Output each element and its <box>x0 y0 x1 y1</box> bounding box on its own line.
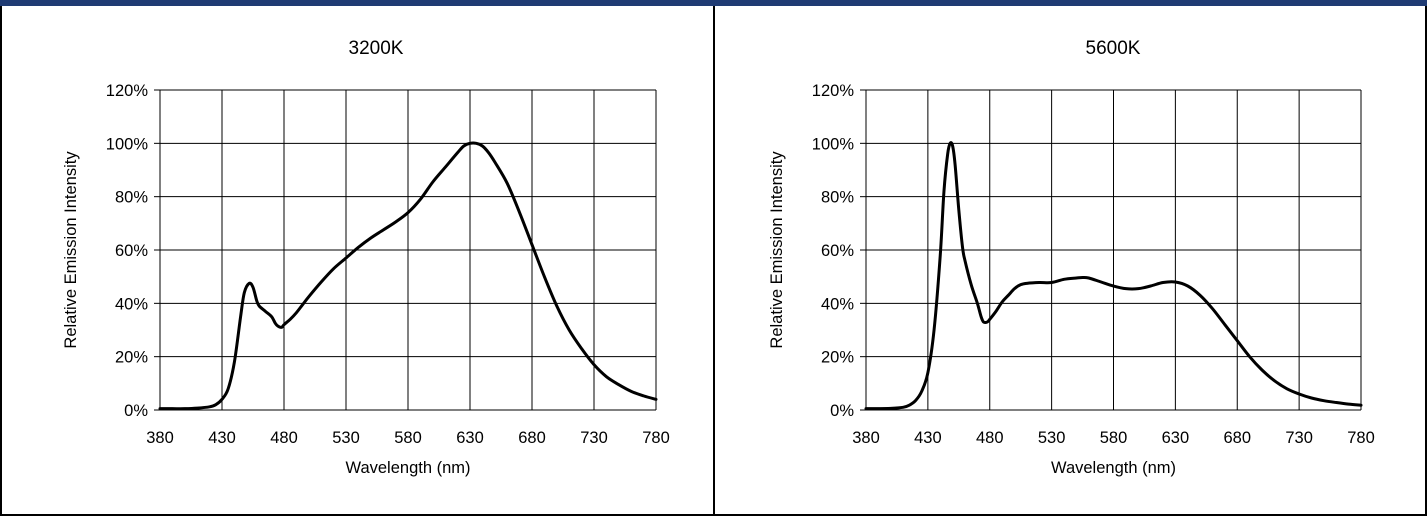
x-tick-label: 380 <box>852 429 880 447</box>
x-axis-label: Wavelength (nm) <box>345 459 470 477</box>
x-tick-label: 630 <box>1162 429 1190 447</box>
y-tick-label: 100% <box>812 135 855 153</box>
chart-panel-3200k: 3200K 380 430 480 530 580 630 680 730 780 0% 20% 40%… <box>0 6 715 516</box>
y-axis-label: Relative Emission Intensity <box>768 151 786 349</box>
y-tick-label: 80% <box>821 189 854 207</box>
y-tick-label: 60% <box>821 242 854 260</box>
spectrum-line <box>864 141 1363 411</box>
y-tick-label: 120% <box>812 82 855 100</box>
x-tick-label: 680 <box>518 429 546 447</box>
x-tick-label: 630 <box>456 429 484 447</box>
chart-title: 3200K <box>349 38 404 59</box>
y-tick-label: 100% <box>106 135 149 153</box>
x-tick-label: 480 <box>270 429 298 447</box>
y-tick-label: 80% <box>115 189 148 207</box>
chart-title: 5600K <box>1086 38 1141 59</box>
y-axis-label: Relative Emission Intensity <box>62 151 80 349</box>
spectrum-line <box>158 141 658 411</box>
x-tick-label: 780 <box>1347 429 1375 447</box>
x-tick-label: 430 <box>914 429 942 447</box>
chart-panel-5600k: 5600K 380 430 480 530 580 630 680 730 780 0% 20% 40%… <box>713 6 1427 516</box>
y-tick-label: 0% <box>830 402 854 420</box>
x-tick-label: 730 <box>580 429 608 447</box>
y-tick-label: 0% <box>124 402 148 420</box>
y-tick-label: 20% <box>115 349 148 367</box>
x-tick-label: 530 <box>1038 429 1066 447</box>
y-tick-label: 120% <box>106 82 149 100</box>
x-tick-label: 380 <box>146 429 174 447</box>
y-tick-label: 20% <box>821 349 854 367</box>
chart-svg: 5600K 380 430 480 530 580 630 680 730 780 0% 20% 40%… <box>768 38 1375 477</box>
x-tick-label: 480 <box>976 429 1004 447</box>
y-tick-label: 40% <box>115 295 148 313</box>
x-tick-label: 530 <box>332 429 360 447</box>
x-axis-label: Wavelength (nm) <box>1051 459 1176 477</box>
x-tick-label: 730 <box>1285 429 1313 447</box>
x-tick-label: 680 <box>1223 429 1251 447</box>
y-tick-label: 40% <box>821 295 854 313</box>
x-tick-label: 780 <box>642 429 670 447</box>
x-tick-label: 580 <box>394 429 422 447</box>
x-tick-label: 580 <box>1100 429 1128 447</box>
y-tick-label: 60% <box>115 242 148 260</box>
chart-svg: 3200K 380 430 480 530 580 630 680 730 780 0% 20% 40%… <box>62 38 670 477</box>
top-accent-bar <box>0 0 1427 6</box>
x-tick-label: 430 <box>208 429 236 447</box>
